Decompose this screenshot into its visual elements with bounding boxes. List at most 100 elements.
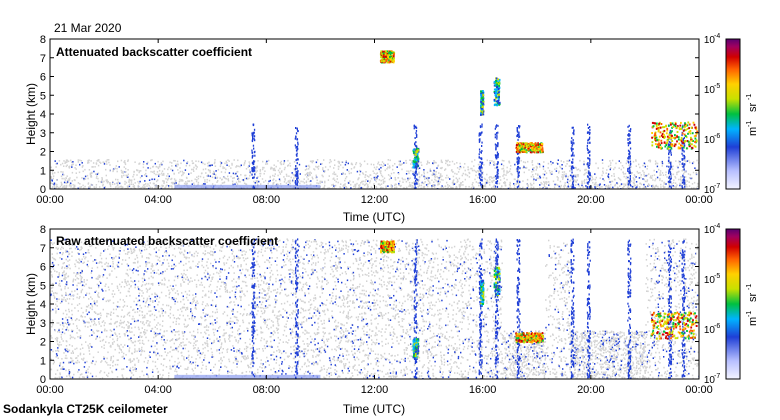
cloud-cell xyxy=(664,135,666,138)
cloud-cell xyxy=(657,128,660,131)
heatmap-cell xyxy=(129,183,131,186)
heatmap-cell xyxy=(471,169,474,172)
heatmap-cell xyxy=(532,186,535,189)
heatmap-cell xyxy=(668,140,670,143)
heatmap-cell xyxy=(546,181,548,183)
heatmap-cell xyxy=(472,185,474,188)
heatmap-cell xyxy=(52,173,54,175)
heatmap-cell xyxy=(317,311,320,314)
heatmap-cell xyxy=(505,174,507,176)
heatmap-cell xyxy=(76,176,78,179)
heatmap-cell xyxy=(112,168,115,170)
heatmap-cell xyxy=(225,168,227,171)
heatmap-cell xyxy=(119,182,121,185)
heatmap-cell xyxy=(691,242,693,245)
heatmap-cell xyxy=(56,183,58,186)
heatmap-cell xyxy=(305,181,308,184)
heatmap-cell xyxy=(692,331,694,334)
heatmap-cell xyxy=(626,186,629,188)
cloud-cell xyxy=(660,139,663,142)
heatmap-cell xyxy=(253,160,255,163)
panel-attenuated: Attenuated backscatter coefficient 00:00… xyxy=(24,33,759,224)
heatmap-cell xyxy=(652,184,654,187)
cloud-cell xyxy=(412,148,415,151)
heatmap-cell xyxy=(216,181,218,183)
heatmap-cell xyxy=(298,336,300,339)
heatmap-cell xyxy=(257,160,259,162)
heatmap-cell xyxy=(97,172,100,175)
heatmap-cell xyxy=(573,133,575,136)
heatmap-cell xyxy=(497,156,499,159)
cloud-cell xyxy=(680,137,683,140)
heatmap-cell xyxy=(144,186,146,188)
heatmap-cell xyxy=(481,150,483,152)
heatmap-cell xyxy=(236,165,238,167)
heatmap-cell xyxy=(655,343,657,345)
heatmap-cell xyxy=(564,182,566,184)
heatmap-cell xyxy=(587,162,589,164)
heatmap-cell xyxy=(662,185,664,187)
cloud-cell xyxy=(481,108,484,111)
cloud-cell xyxy=(412,151,415,154)
heatmap-cell xyxy=(621,165,624,167)
heatmap-cell xyxy=(415,187,417,189)
heatmap-cell xyxy=(74,337,76,340)
heatmap-cell xyxy=(182,341,184,344)
heatmap-cell xyxy=(372,170,374,172)
heatmap-cell xyxy=(283,176,285,178)
heatmap-cell xyxy=(681,134,683,137)
cloud-cell xyxy=(693,144,696,147)
heatmap-cell xyxy=(473,165,475,167)
heatmap-cell xyxy=(613,175,615,177)
heatmap-cell xyxy=(310,172,312,174)
heatmap-cell xyxy=(555,305,558,308)
heatmap-cell xyxy=(398,160,400,163)
heatmap-cell xyxy=(492,176,495,179)
heatmap-cell xyxy=(690,177,692,180)
heatmap-cell xyxy=(264,294,266,296)
heatmap-cell xyxy=(682,149,684,152)
heatmap-cell xyxy=(670,151,672,154)
cloud-cell xyxy=(682,141,684,144)
heatmap-cell xyxy=(130,327,133,329)
cloud-cell xyxy=(677,138,680,141)
heatmap-cell xyxy=(161,184,163,187)
heatmap-cell xyxy=(217,180,219,182)
heatmap-cell xyxy=(303,182,306,184)
heatmap-cell xyxy=(384,164,386,166)
heatmap-cell xyxy=(678,362,680,364)
cloud-cell xyxy=(671,122,674,125)
heatmap-cell xyxy=(669,161,671,164)
heatmap-cell xyxy=(496,132,498,135)
heatmap-cell xyxy=(148,184,150,187)
heatmap-cell xyxy=(284,166,286,169)
heatmap-cell xyxy=(656,176,659,179)
heatmap-cell xyxy=(636,377,639,379)
heatmap-cell xyxy=(435,173,437,176)
heatmap-cell xyxy=(642,187,644,189)
cloud-cell xyxy=(661,133,664,136)
heatmap-cell xyxy=(635,176,637,178)
heatmap-cell xyxy=(417,186,420,188)
cloud-cell xyxy=(481,105,484,108)
heatmap-cell xyxy=(298,179,300,181)
heatmap-cell xyxy=(575,181,577,183)
heatmap-cell xyxy=(242,179,245,181)
heatmap-cell xyxy=(669,170,671,173)
heatmap-cell xyxy=(314,168,316,171)
heatmap-cell xyxy=(552,180,555,183)
heatmap-cell xyxy=(359,170,362,173)
heatmap-cell xyxy=(67,160,70,163)
heatmap-cell xyxy=(216,296,218,298)
heatmap-cell xyxy=(340,187,342,189)
heatmap-cell xyxy=(644,165,646,168)
heatmap-cell xyxy=(437,184,439,186)
heatmap-cell xyxy=(684,129,686,132)
heatmap-cell xyxy=(489,178,491,181)
cloud-cell xyxy=(382,55,385,58)
heatmap-cell xyxy=(429,182,431,185)
heatmap-cell xyxy=(491,177,493,179)
heatmap-cell xyxy=(404,372,406,375)
heatmap-cell xyxy=(571,149,573,152)
heatmap-cell xyxy=(497,172,499,175)
